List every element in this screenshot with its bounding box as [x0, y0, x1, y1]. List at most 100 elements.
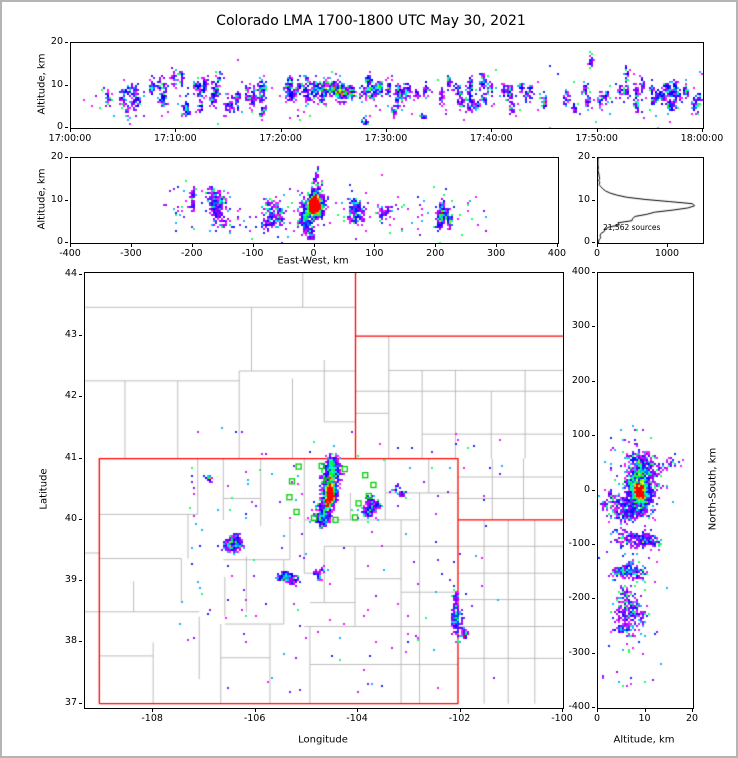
altitude-histogram-panel — [597, 157, 704, 244]
x-tick-label: 0 — [310, 248, 317, 259]
y-tick-label: 39 — [64, 574, 77, 586]
x-tick-label: 0 — [593, 248, 601, 259]
y-tick-label: 100 — [571, 429, 590, 441]
x-tick-mark — [692, 709, 693, 712]
y-tick-mark — [65, 242, 68, 243]
y-tick-mark — [592, 242, 595, 243]
y-tick-label: -200 — [568, 592, 590, 604]
x-tick-label: 1000 — [654, 248, 680, 259]
x-tick-mark — [252, 244, 254, 247]
altitude-north-south-panel — [597, 272, 694, 709]
y-tick-label: 40 — [64, 512, 77, 524]
x-tick-label: -106 — [243, 713, 266, 724]
x-tick-mark — [435, 244, 437, 247]
x-tick-label: 17:50:00 — [575, 133, 618, 144]
y-tick-label: -300 — [568, 646, 590, 658]
x-tick-label: 17:40:00 — [469, 133, 513, 144]
map-ylabel: Latitude — [38, 468, 50, 510]
y-tick-label: 41 — [64, 451, 77, 463]
y-tick-mark — [79, 335, 82, 337]
x-tick-mark — [152, 709, 154, 712]
y-tick-label: 37 — [64, 696, 77, 708]
x-tick-label: 100 — [365, 248, 384, 259]
figure-title: Colorado LMA 1700-1800 UTC May 30, 2021 — [216, 13, 526, 29]
y-tick-label: -400 — [568, 701, 590, 712]
y-tick-label: 0 — [583, 483, 590, 495]
y-tick-mark — [79, 580, 82, 582]
y-tick-label: 20 — [50, 36, 63, 47]
x-tick-mark — [374, 244, 376, 247]
plan-view-map-panel — [84, 272, 564, 709]
x-tick-label: -100 — [241, 248, 264, 259]
x-tick-mark — [357, 709, 359, 712]
x-tick-label: -102 — [448, 713, 471, 724]
x-tick-label: 17:30:00 — [364, 133, 408, 144]
plan-view-map-canvas — [85, 273, 563, 708]
x-tick-mark — [597, 244, 598, 247]
y-tick-mark — [79, 641, 82, 643]
x-tick-label: -100 — [551, 713, 573, 724]
x-tick-mark — [496, 244, 498, 247]
x-tick-mark — [702, 129, 703, 132]
y-tick-label: 38 — [64, 635, 77, 647]
y-tick-label: 10 — [50, 193, 63, 205]
x-tick-mark — [491, 129, 493, 132]
x-tick-label: -300 — [120, 248, 142, 259]
y-tick-label: 0 — [56, 236, 63, 247]
x-tick-label: 0 — [593, 713, 601, 724]
y-tick-mark — [592, 543, 595, 545]
x-tick-mark — [254, 709, 256, 712]
y-tick-mark — [65, 199, 68, 201]
x-tick-label: 17:20:00 — [259, 133, 302, 144]
y-tick-mark — [79, 457, 82, 459]
y-tick-mark — [65, 127, 68, 128]
y-tick-mark — [592, 199, 595, 201]
x-tick-mark — [596, 129, 598, 132]
x-tick-mark — [562, 709, 563, 712]
y-tick-label: -100 — [568, 537, 590, 549]
x-tick-label: 17:00:00 — [48, 133, 92, 144]
y-tick-mark — [592, 489, 595, 491]
y-tick-label: 20 — [577, 151, 590, 162]
y-tick-mark — [65, 42, 68, 43]
y-tick-mark — [65, 84, 68, 86]
x-tick-mark — [459, 709, 461, 712]
y-tick-mark — [592, 272, 595, 273]
y-tick-mark — [79, 702, 82, 704]
y-tick-mark — [592, 380, 595, 382]
x-tick-mark — [557, 244, 558, 247]
y-tick-label: 10 — [50, 78, 63, 90]
y-tick-label: 43 — [64, 329, 77, 341]
x-tick-mark — [280, 129, 282, 132]
y-tick-mark — [592, 652, 595, 654]
x-tick-label: 18:00:00 — [680, 133, 724, 144]
y-tick-mark — [592, 707, 595, 708]
time-height-panel — [70, 42, 704, 129]
map-xlabel: Longitude — [298, 734, 348, 746]
north-south-ylabel: North-South, km — [707, 447, 719, 531]
x-tick-label: -200 — [180, 248, 203, 259]
x-tick-mark — [386, 129, 387, 132]
altitude-histogram-canvas — [598, 158, 703, 243]
y-tick-label: 400 — [571, 266, 590, 277]
x-tick-label: 10 — [638, 713, 651, 724]
y-tick-mark — [592, 326, 595, 328]
x-tick-mark — [313, 244, 315, 247]
y-tick-mark — [79, 518, 82, 520]
x-tick-mark — [175, 129, 177, 132]
x-tick-mark — [70, 244, 71, 247]
x-tick-mark — [667, 244, 668, 247]
y-tick-label: 42 — [64, 390, 77, 402]
east-west-altitude-panel — [70, 157, 559, 244]
y-tick-mark — [79, 273, 82, 275]
x-tick-mark — [191, 244, 193, 247]
x-tick-label: -108 — [141, 713, 163, 724]
sources-count-annotation: 21,562 sources — [603, 223, 661, 232]
east-west-xlabel: East-West, km — [277, 255, 349, 267]
x-tick-mark — [644, 709, 646, 712]
y-tick-mark — [65, 157, 68, 158]
x-tick-label: -400 — [59, 248, 81, 259]
north-south-xlabel: Altitude, km — [613, 734, 675, 746]
y-tick-label: 44 — [64, 267, 77, 279]
y-tick-label: 20 — [50, 151, 63, 162]
